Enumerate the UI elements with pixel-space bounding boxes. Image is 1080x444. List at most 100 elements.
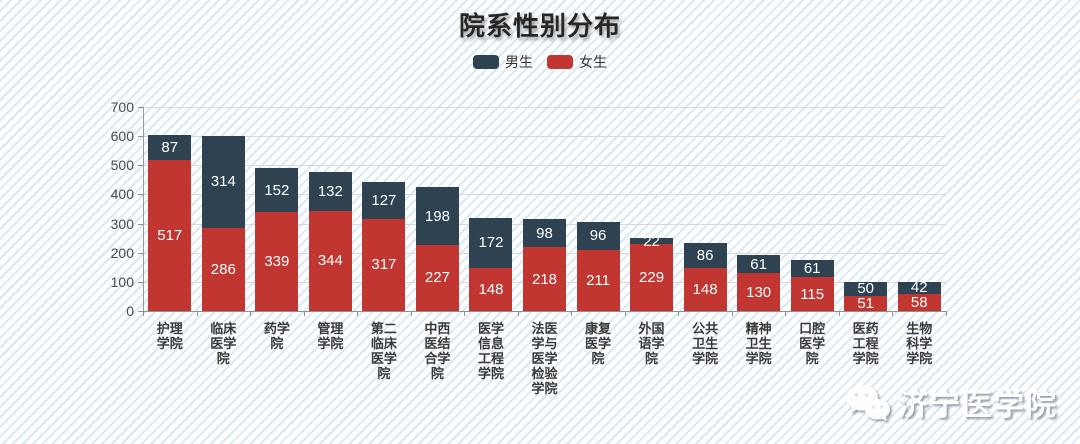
legend-item: 女生: [547, 52, 607, 72]
bar-segment-female: 218: [523, 247, 566, 311]
bar-segment-male: 61: [790, 259, 834, 278]
bar-segment-male: 98: [523, 218, 566, 248]
gridline: [143, 194, 946, 196]
bar-segment-female: 148: [683, 267, 727, 311]
bar-segment-male: 61: [737, 255, 781, 274]
x-axis-tick: [892, 311, 894, 316]
bar-value-label: 227: [424, 269, 450, 287]
gridline: [143, 136, 946, 138]
bar-value-label: 218: [531, 270, 558, 288]
x-axis-tick: [571, 311, 573, 316]
bar-value-label: 344: [317, 252, 343, 270]
x-axis-label: 公共 卫生 学院: [692, 321, 719, 366]
bar-value-label: 339: [264, 253, 290, 271]
x-axis-label: 临床 医学 院: [210, 321, 237, 366]
x-axis-tick: [196, 311, 198, 316]
bar-segment-female: 286: [201, 227, 245, 311]
bar-segment-male: 86: [683, 242, 727, 268]
bar-value-label: 172: [478, 234, 504, 252]
bar-value-label: 96: [589, 227, 607, 245]
bar-value-label: 148: [692, 280, 718, 298]
bar-value-label: 87: [161, 139, 179, 157]
y-axis-label: 200: [110, 244, 134, 261]
y-axis-tick: [138, 311, 143, 312]
legend-label: 女生: [579, 54, 607, 70]
bar-value-label: 42: [910, 279, 928, 297]
bar-segment-male: 132: [308, 172, 352, 211]
bar-value-label: 98: [536, 224, 553, 242]
y-axis-label: 500: [110, 157, 134, 174]
bar-segment-male: 96: [576, 221, 620, 250]
x-axis-label: 精神 卫生 学院: [745, 321, 772, 366]
bar-value-label: 61: [803, 260, 821, 278]
x-axis-tick: [250, 311, 252, 316]
y-axis-tick: [138, 281, 143, 283]
bar-segment-male: 50: [844, 281, 888, 296]
bar: 227 198: [415, 187, 459, 311]
y-axis-tick: [138, 252, 143, 254]
x-axis-tick: [785, 311, 787, 316]
y-axis-line: [143, 107, 144, 311]
legend-item: 男生: [473, 52, 533, 72]
bar: 148 172: [469, 217, 513, 311]
x-axis-label: 康复 医学 院: [585, 321, 612, 366]
bar-value-label: 152: [264, 181, 290, 199]
bar-value-label: 317: [371, 256, 397, 274]
bar-value-label: 132: [317, 183, 343, 200]
y-axis-label: 0: [126, 303, 134, 319]
wechat-icon: [846, 385, 890, 421]
bar-segment-female: 339: [255, 212, 299, 311]
bar-segment-male: 314: [201, 136, 245, 228]
bar-segment-female: 317: [362, 218, 406, 311]
x-axis-label: 口腔 医学 院: [799, 321, 826, 366]
bar: 58 42: [897, 279, 941, 312]
bar: 229 22: [630, 234, 674, 311]
bar-segment-female: 229: [630, 244, 674, 311]
bar-value-label: 314: [210, 173, 236, 191]
bar-segment-female: 115: [790, 277, 834, 311]
bar: 339 152: [255, 167, 299, 311]
bar-value-label: 211: [586, 271, 610, 289]
bar: 148 86: [683, 242, 727, 311]
bar-value-label: 86: [696, 246, 714, 264]
bar-value-label: 517: [157, 227, 183, 245]
bar-segment-female: 58: [897, 294, 941, 312]
bar-segment-male: 152: [255, 167, 299, 213]
y-axis-label: 700: [110, 99, 134, 115]
bar-segment-female: 130: [737, 273, 781, 311]
y-axis-tick: [138, 194, 143, 196]
bar: 115 61: [790, 259, 834, 311]
legend-swatch: [547, 55, 573, 69]
bar-value-label: 61: [750, 255, 767, 273]
bar: 344 132: [308, 172, 352, 311]
bar-value-label: 286: [210, 260, 236, 278]
x-axis-label: 管理 学院: [317, 321, 344, 351]
bar-value-label: 58: [910, 294, 928, 312]
bar-segment-male: 22: [630, 234, 674, 249]
x-axis-tick: [464, 311, 466, 316]
x-axis-label: 医学 信息 工程 学院: [477, 321, 504, 381]
x-axis-label: 护理 学院: [156, 321, 183, 351]
bar: 218 98: [523, 218, 566, 311]
bar-value-label: 198: [424, 207, 450, 225]
bar-segment-female: 227: [415, 244, 459, 311]
x-axis-line: [143, 311, 946, 312]
x-axis-label: 中西 医结 合学 院: [424, 321, 451, 381]
bar: 51 50: [844, 281, 888, 311]
x-axis-label: 医药 工程 学院: [852, 321, 879, 366]
legend-swatch: [473, 55, 499, 69]
bar-value-label: 229: [639, 269, 665, 287]
x-axis-tick: [357, 311, 359, 316]
x-axis-label: 生物 科学 学院: [906, 321, 933, 366]
x-axis-tick: [946, 311, 947, 316]
y-axis-label: 300: [110, 215, 134, 232]
bar-segment-female: 148: [469, 267, 513, 311]
bar-segment-male: 127: [362, 181, 406, 219]
x-axis-tick: [838, 311, 840, 316]
x-axis-tick: [143, 311, 144, 316]
y-axis-label: 100: [110, 273, 134, 290]
y-axis-tick: [138, 107, 143, 108]
legend: 男生 女生: [0, 52, 1080, 72]
y-axis-tick: [138, 136, 143, 138]
